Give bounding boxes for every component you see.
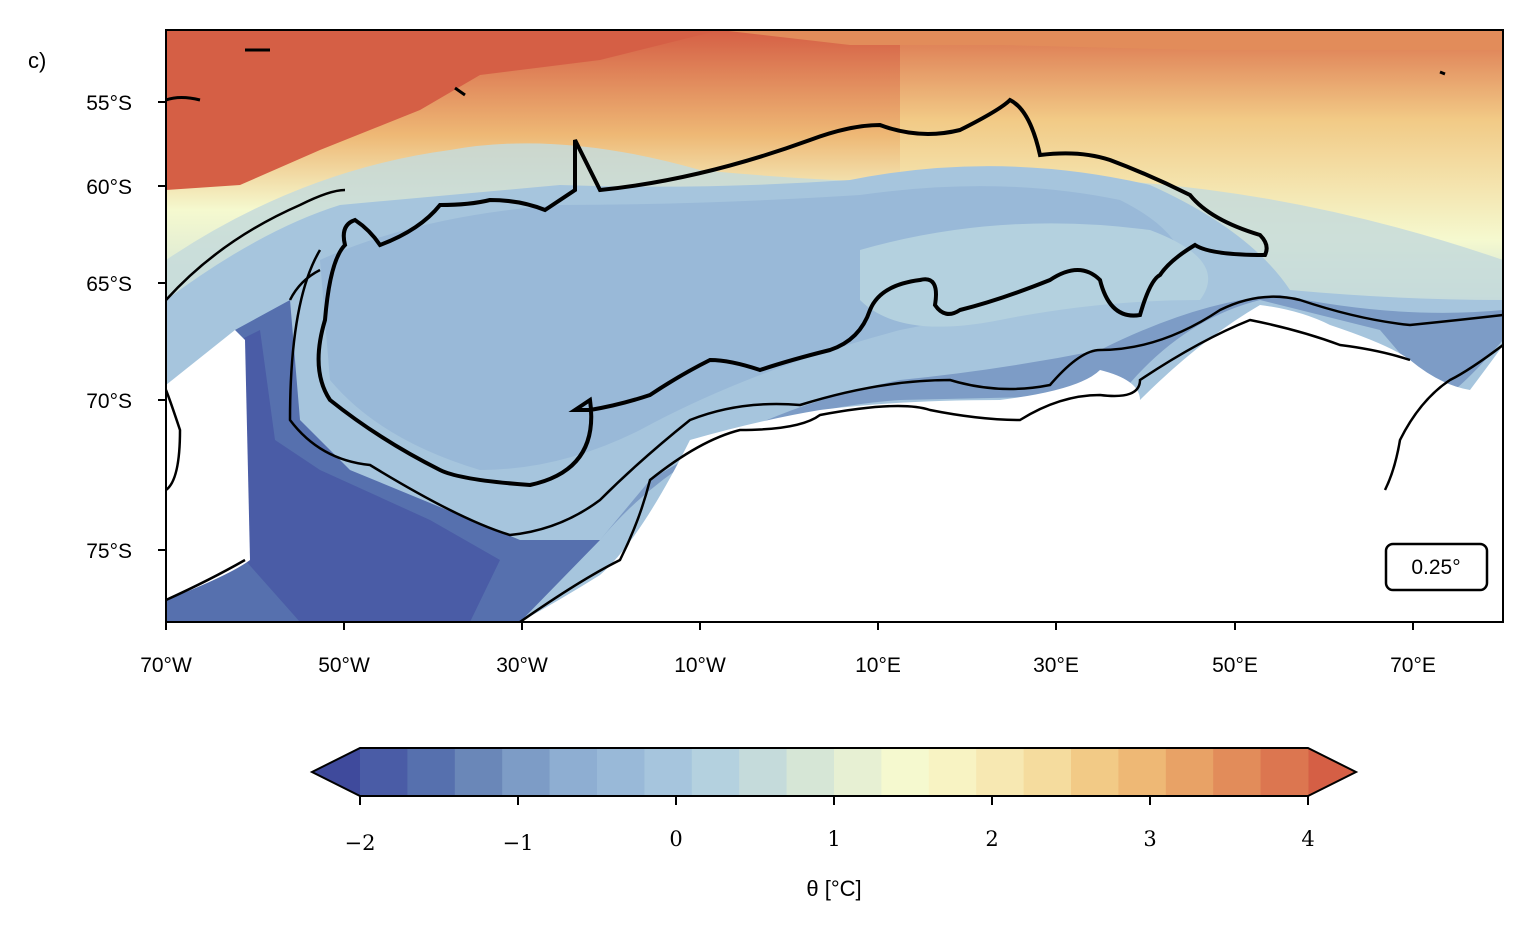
colorbar-ticks <box>360 796 1308 805</box>
lon-tick-label: 70°W <box>140 654 192 677</box>
colorbar-segment <box>1213 748 1261 796</box>
colorbar-segment <box>407 748 455 796</box>
colorbar-tick-label: 1 <box>827 827 840 851</box>
colorbar-segment <box>881 748 929 796</box>
lon-tick-label: 50°W <box>318 654 370 677</box>
colorbar-segment <box>455 748 503 796</box>
resolution-label: 0.25° <box>1411 556 1460 579</box>
colorbar-tick-label: 4 <box>1301 827 1314 851</box>
colorbar-tick-label: −1 <box>503 831 534 855</box>
lat-tick-label: 70°S <box>86 390 132 413</box>
colorbar-segment <box>1261 748 1309 796</box>
lon-tick-label: 50°E <box>1212 654 1258 677</box>
colorbar-segment <box>787 748 835 796</box>
colorbar-tick-label: 0 <box>669 827 682 851</box>
map-plot-area <box>166 30 1503 622</box>
colorbar-segment <box>644 748 692 796</box>
colorbar-segment <box>597 748 645 796</box>
colorbar-segment <box>550 748 598 796</box>
lon-tick-label: 70°E <box>1390 654 1436 677</box>
colorbar-tick-label: −2 <box>345 831 376 855</box>
colorbar-extend-max <box>1308 748 1356 796</box>
colorbar-segment <box>976 748 1024 796</box>
colorbar-segment <box>1166 748 1214 796</box>
lat-axis: 55°S 60°S 65°S 70°S 75°S <box>86 92 166 563</box>
colorbar-segment <box>739 748 787 796</box>
lat-tick-label: 60°S <box>86 176 132 199</box>
lon-tick-label: 30°W <box>496 654 548 677</box>
lat-tick-label: 55°S <box>86 92 132 115</box>
colorbar-segment <box>502 748 550 796</box>
colorbar-segment <box>1118 748 1166 796</box>
colorbar-segment <box>834 748 882 796</box>
colorbar-segment <box>360 748 408 796</box>
lon-tick-label: 10°E <box>855 654 901 677</box>
colorbar-tick-label: 3 <box>1143 827 1156 851</box>
lat-tick-label: 65°S <box>86 273 132 296</box>
colorbar-extend-min <box>312 748 360 796</box>
colorbar-tick-label: 2 <box>985 827 998 851</box>
lon-axis: 70°W 50°W 30°W 10°W 10°E 30°E 50°E 70°E <box>140 622 1436 677</box>
panel-label: c) <box>28 48 46 73</box>
colorbar-segment <box>1071 748 1119 796</box>
colorbar-segments <box>360 748 1309 796</box>
lat-tick-label: 75°S <box>86 540 132 563</box>
lon-tick-label: 10°W <box>674 654 726 677</box>
colorbar-title: θ [°C] <box>806 876 861 901</box>
colorbar-segment <box>929 748 977 796</box>
lon-tick-label: 30°E <box>1033 654 1079 677</box>
colorbar-segment <box>1024 748 1072 796</box>
colorbar: −2 −1 0 1 2 3 4 θ [°C] <box>312 748 1356 901</box>
resolution-label-box: 0.25° <box>1386 544 1487 590</box>
colorbar-segment <box>692 748 740 796</box>
